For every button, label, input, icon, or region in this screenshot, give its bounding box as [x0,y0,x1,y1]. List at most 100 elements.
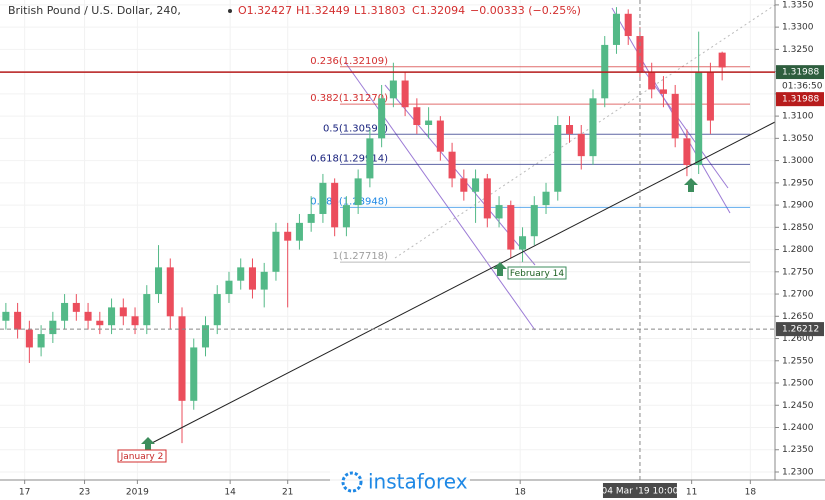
ohlc-low: L1.31803 [354,4,406,17]
candle-body [237,267,245,281]
arrow [684,178,698,192]
candle-body [25,329,33,348]
candle-body [460,178,468,192]
candle-body [331,182,339,228]
x-tick-label: 11 [686,488,697,498]
candle-body [354,178,362,206]
candle-body [131,316,139,326]
candle-body [213,294,221,326]
candle-body [577,133,585,157]
x-tick-label: 14 [224,488,236,498]
candle-body [72,302,80,312]
y-tick-label: 1.2550 [782,356,814,366]
y-tick-label: 1.2700 [782,290,814,300]
candle-body [2,311,10,321]
watermark: instaforex [368,470,468,494]
x-tick-label: 18 [514,488,526,498]
candle-body [519,236,527,250]
candle-body [636,36,644,72]
candle-body [507,205,515,250]
x-tick-label: 21 [282,488,293,498]
fib-label: 1(1.27718) [332,251,388,262]
candle-body [554,125,562,192]
ohlc-open: O1.32427 [238,4,292,17]
candle-body [495,205,503,219]
price-box [776,65,824,80]
candle-body [143,294,151,326]
candle-body [436,120,444,152]
candle-body [37,334,45,348]
countdown-box [776,79,824,93]
candle-body [166,267,174,317]
countdown: 01:36:50 [782,82,823,92]
annotation-box [507,266,567,280]
y-tick-label: 1.2600 [782,334,814,344]
price-label: 1.31988 [782,68,819,78]
x-tick-label: 18 [745,488,757,498]
candle-body [84,311,92,321]
candle-body [178,316,186,401]
candle-body [389,80,397,99]
x-tick-label: 2019 [126,488,149,498]
y-tick-label: 1.3100 [782,112,814,122]
candle-body [108,307,116,326]
fib-levels: 0.236(1.32109) 0.382(1.31270) 0.5(1.30592)… [310,56,750,263]
candle-body [659,89,667,94]
candle-body [683,138,691,166]
candle-body [472,178,480,192]
candle-body [448,151,456,179]
y-tick-label: 1.2350 [782,445,814,455]
candle-body [342,205,350,228]
dotted-line [394,4,776,259]
crosshair-x-box [602,483,677,498]
crosshair-y-label: 1.26212 [782,325,819,335]
candle-body [49,320,57,335]
candle-body [706,71,714,121]
price-box [776,92,824,107]
y-tick-label: 1.2850 [782,223,814,233]
candle-body [425,120,433,126]
candle-body [718,52,726,68]
ohlc-close: C1.32094 [412,4,465,17]
y-tick-label: 1.2300 [782,467,814,477]
trend-line [147,121,776,446]
annotation: January 2 [120,452,164,462]
arrow [493,262,507,276]
candle-body [589,98,597,157]
y-tick-label: 1.3000 [782,156,814,166]
y-tick-label: 1.3050 [782,134,814,144]
candle-body [565,125,574,134]
candle-body [190,347,198,401]
x-tick-label: 23 [79,488,90,498]
candle-body [201,325,210,348]
y-tick-label: 1.2800 [782,245,814,255]
candle-body [695,71,703,166]
annotation-box [117,449,167,463]
y-tick-label: 1.2750 [782,267,814,277]
candle-body [319,182,327,214]
fib-label: 0.5(1.30592) [323,123,388,134]
change: −0.00333 (−0.25%) [470,4,581,17]
candle-body [401,80,409,108]
candle-body [248,267,256,290]
candle-body [225,280,233,295]
fib-label: 0.236(1.32109) [310,56,388,67]
y-tick-label: 1.2500 [782,379,814,389]
y-tick-label: 1.2650 [782,312,814,322]
y-tick-label: 1.3250 [782,45,814,55]
candle-body [612,13,620,45]
watermark-logo [341,471,363,493]
y-tick-label: 1.3300 [782,23,814,33]
candle-body [648,71,656,90]
candle-body [119,307,127,317]
arrow [141,437,155,451]
candle-body [307,213,315,223]
candle-body [366,138,374,179]
candle-body [295,222,303,241]
candle-body [260,271,268,290]
x-tick-label: 17 [19,488,30,498]
candle-body [272,231,280,272]
y-tick-label: 1.2900 [782,201,814,211]
